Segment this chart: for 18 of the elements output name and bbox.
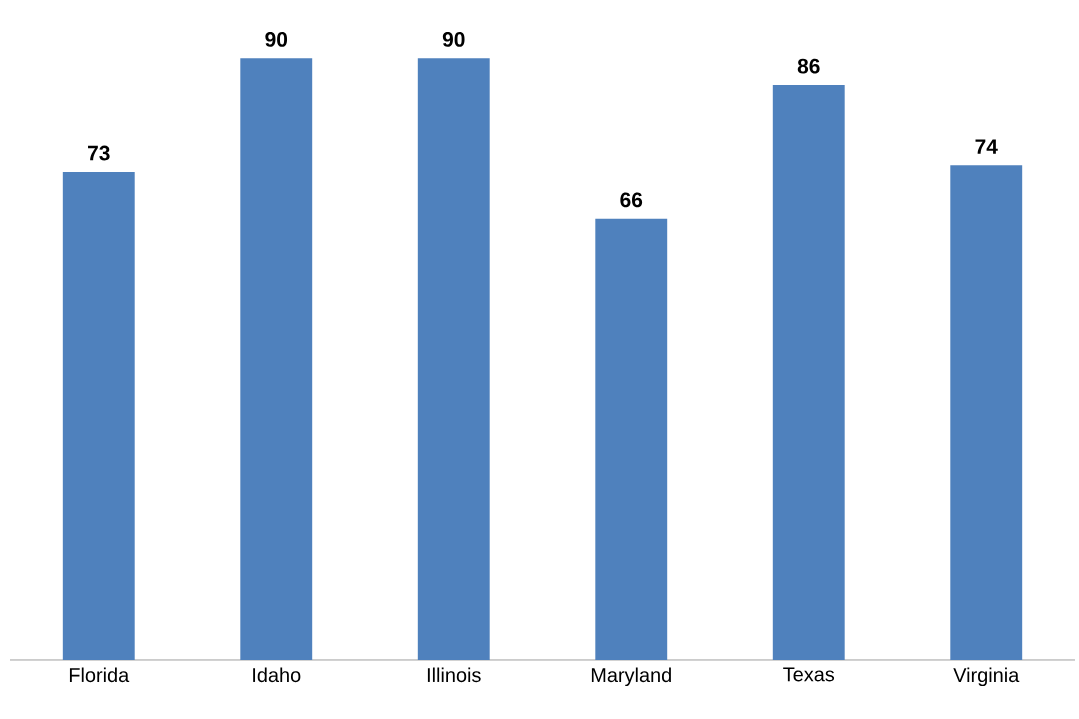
bar [772, 85, 845, 660]
data-label: 73 [88, 145, 110, 161]
x-tick-label: Virginia [953, 667, 1020, 687]
x-tick-label: Illinois [427, 667, 481, 683]
data-label: 86 [797, 58, 820, 74]
x-tick-label: Idaho [253, 667, 301, 683]
x-tick-label: Texas [783, 667, 835, 682]
data-label: 74 [975, 139, 998, 154]
bar [62, 171, 135, 660]
bar [417, 58, 490, 660]
data-label: 66 [620, 192, 643, 208]
x-tick-label: Florida [69, 667, 130, 683]
data-label: 90 [442, 32, 465, 47]
bar [950, 165, 1023, 660]
data-label: 90 [265, 32, 288, 47]
bar [595, 218, 668, 660]
bar [240, 58, 313, 660]
x-tick-label: Maryland [591, 667, 671, 687]
